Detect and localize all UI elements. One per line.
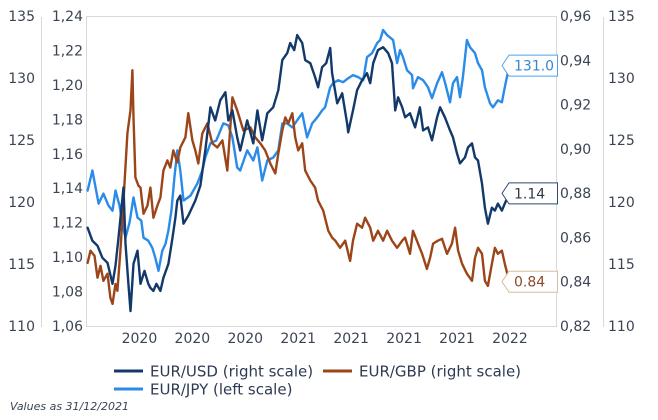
y-tick-label-y-inner-left: 1,12 bbox=[52, 216, 83, 232]
y-tick-label-y-inner-right: 0,84 bbox=[560, 275, 591, 291]
y-tick-label-y-outer-left: 115 bbox=[8, 257, 35, 273]
y-tick-label-y-inner-right: 0,90 bbox=[560, 142, 591, 158]
x-tick-label: 2021 bbox=[439, 331, 475, 347]
y-tick-label-y-outer-left: 110 bbox=[8, 319, 35, 335]
y-axis-tick-labels: 110 115 120 125 130 135 1,06 1,08 1,10 1,12 1,14 1,… bbox=[8, 9, 634, 335]
x-tick-label: 2020 bbox=[175, 331, 211, 347]
y-tick-label-y-inner-left: 1,08 bbox=[52, 285, 83, 301]
x-tick-label: 2021 bbox=[386, 331, 422, 347]
y-tick-label-y-outer-right: 125 bbox=[608, 133, 635, 149]
y-tick-label-y-outer-right: 120 bbox=[608, 195, 635, 211]
plot-area-frame bbox=[86, 16, 557, 327]
legend-item-eur-usd: EUR/USD (right scale) bbox=[114, 363, 313, 381]
y-tick-label-y-inner-left: 1,06 bbox=[52, 319, 83, 335]
series-line-eur-usd bbox=[86, 33, 511, 313]
legend-item-eur-gbp: EUR/GBP (right scale) bbox=[323, 363, 521, 381]
y-tick-label-y-outer-left: 130 bbox=[8, 71, 35, 87]
y-tick-label-y-inner-right: 0,92 bbox=[560, 98, 591, 114]
x-tick-label: 2021 bbox=[280, 331, 316, 347]
footnote: Values as 31/12/2021 bbox=[10, 400, 129, 413]
y-tick-label-y-outer-left: 125 bbox=[8, 133, 35, 149]
end-label-value: 131.0 bbox=[514, 59, 554, 75]
end-label-box bbox=[501, 182, 558, 205]
y-tick-label-y-inner-right: 0,88 bbox=[560, 186, 591, 202]
end-value-labels: 1.14 0.84 131.0 bbox=[501, 54, 558, 293]
x-tick-label: 2021 bbox=[333, 331, 369, 347]
x-tick-label: 2020 bbox=[122, 331, 158, 347]
legend: EUR/USD (right scale) EUR/GBP (right sca… bbox=[114, 363, 521, 399]
y-tick-label-y-inner-left: 1,22 bbox=[52, 43, 83, 59]
y-tick-label-y-inner-left: 1,20 bbox=[52, 78, 83, 94]
y-tick-label-y-inner-left: 1,24 bbox=[52, 9, 83, 25]
y-tick-label-y-inner-right: 0,82 bbox=[560, 319, 591, 335]
end-label-box bbox=[501, 54, 558, 77]
y-tick-label-y-inner-left: 1,18 bbox=[52, 112, 83, 128]
y-tick-label-y-inner-left: 1,14 bbox=[52, 181, 83, 197]
y-tick-label-y-inner-right: 0,96 bbox=[560, 9, 591, 25]
x-tick-label: 2020 bbox=[227, 331, 263, 347]
x-tick-label: 2022 bbox=[492, 331, 528, 347]
end-label-eur-usd: 1.14 bbox=[501, 182, 558, 205]
y-tick-label-y-outer-right: 110 bbox=[608, 319, 635, 335]
end-label-box bbox=[501, 270, 558, 293]
legend-label-eur-jpy: EUR/JPY (left scale) bbox=[150, 381, 292, 399]
y-tick-label-y-outer-right: 135 bbox=[608, 9, 635, 25]
y-tick-label-y-outer-left: 120 bbox=[8, 195, 35, 211]
end-label-value: 0.84 bbox=[514, 275, 545, 291]
x-axis-tick-labels: 2020 2020 2020 2021 2021 2021 2021 2022 bbox=[122, 331, 528, 347]
series-lines bbox=[86, 28, 511, 313]
y-tick-label-y-inner-left: 1,10 bbox=[52, 250, 83, 266]
y-tick-label-y-inner-right: 0,94 bbox=[560, 53, 591, 69]
y-tick-label-y-outer-right: 130 bbox=[608, 71, 635, 87]
series-line-eur-gbp bbox=[86, 69, 511, 306]
y-tick-label-y-outer-right: 115 bbox=[608, 257, 635, 273]
y-tick-label-y-outer-left: 135 bbox=[8, 9, 35, 25]
end-label-eur-jpy: 131.0 bbox=[501, 54, 558, 77]
series-line-eur-jpy bbox=[86, 28, 511, 272]
legend-label-eur-gbp: EUR/GBP (right scale) bbox=[359, 363, 521, 381]
y-tick-label-y-inner-left: 1,16 bbox=[52, 147, 83, 163]
legend-item-eur-jpy: EUR/JPY (left scale) bbox=[114, 381, 292, 399]
y-tick-label-y-inner-right: 0,86 bbox=[560, 230, 591, 246]
end-label-eur-gbp: 0.84 bbox=[501, 270, 558, 293]
legend-label-eur-usd: EUR/USD (right scale) bbox=[150, 363, 313, 381]
end-label-value: 1.14 bbox=[514, 186, 545, 202]
